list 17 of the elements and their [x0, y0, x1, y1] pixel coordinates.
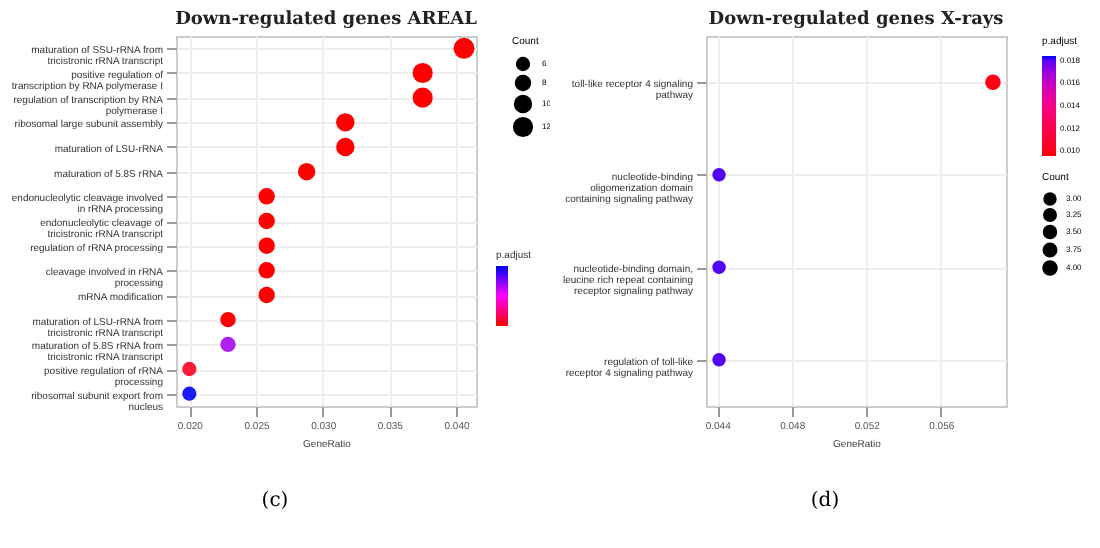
text: (c) [259, 490, 291, 512]
point [336, 137, 355, 157]
point [258, 262, 275, 279]
point [297, 162, 316, 181]
point [220, 336, 236, 353]
point [258, 188, 275, 205]
point [336, 113, 355, 132]
text: (d) [808, 490, 842, 512]
point [258, 212, 275, 230]
point [182, 386, 197, 401]
chart-title: Down-regulated genes AREAL [175, 10, 479, 30]
point [258, 286, 275, 304]
point [412, 87, 433, 108]
point [220, 311, 236, 328]
chart-title: Down-regulated genes X-rays [708, 10, 1004, 30]
point [258, 237, 275, 254]
point [182, 361, 197, 377]
